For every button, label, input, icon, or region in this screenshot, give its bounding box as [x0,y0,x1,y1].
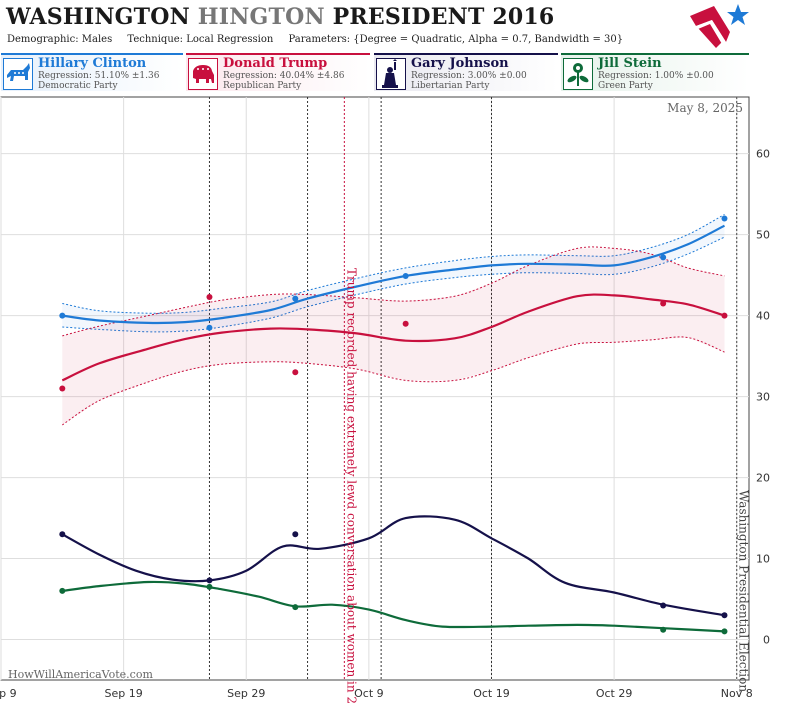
flower-icon [563,58,593,90]
y-tick-label: 0 [763,634,770,647]
parameters-value: {Degree = Quadratic, Alpha = 0.7, Bandwi… [353,34,624,45]
y-tick-label: 10 [756,553,770,566]
jill-stein-point [660,626,667,633]
jill-stein-trend-line [62,580,725,633]
demographic-value: Males [81,34,113,45]
donald-trump-point [206,294,213,301]
x-tick-label: Oct 29 [596,687,633,700]
candidate-party: Republican Party [223,81,302,91]
candidate-card-johnson: Gary Johnson Regression: 3.00% ±0.00 Lib… [374,53,558,91]
donald-trump-upper-bound [62,246,725,337]
event-lines [208,97,738,680]
candidate-name: Gary Johnson [411,56,509,71]
candidate-card-stein: Jill Stein Regression: 1.00% ±0.00 Green… [561,53,749,91]
flag-star-logo-icon [690,4,749,48]
candidate-name: Jill Stein [598,56,662,71]
annotation-text: Trump recorded having extremely lewd con… [344,268,358,704]
statue-of-liberty-icon [376,58,406,90]
hillary-clinton-point [660,254,667,261]
gary-johnson-point [59,531,66,538]
candidate-party: Green Party [598,81,653,91]
grid [0,96,750,681]
candidate-regression: Regression: 3.00% ±0.00 [411,71,527,81]
technique-label: Technique: [127,34,184,45]
x-tick-label: Sep 9 [0,687,17,700]
donald-trump-point [292,369,299,376]
candidate-party: Democratic Party [38,81,118,91]
candidate-regression: Regression: 51.10% ±1.36 [38,71,160,81]
x-tick-label: Oct 9 [354,687,384,700]
y-tick-label: 40 [756,310,770,323]
donald-trump-trend-line [61,293,725,382]
parameters-label: Parameters: [288,34,351,45]
jill-stein-point [292,604,299,611]
x-tick-label: Sep 29 [227,687,265,700]
annotation-text: Washington Presidential Election [737,490,751,692]
confidence-bands [62,213,725,426]
gary-johnson-point [292,531,299,538]
gary-johnson-point [721,612,728,619]
candidate-card-clinton: Hillary Clinton Regression: 51.10% ±1.36… [1,53,183,91]
jill-stein-point [59,587,66,594]
page-title: WASHINGTON HINGTON PRESIDENT 2016 [6,4,554,30]
donald-trump-point [402,320,409,327]
data-points [59,215,728,635]
donald-trump-band [62,248,725,425]
donald-trump-lower-bound [62,336,725,426]
hillary-clinton-point [721,215,728,222]
hillary-clinton-point [206,324,213,331]
hillary-clinton-point [402,272,409,279]
donald-trump-point [721,312,728,319]
title-state: WASHINGTON [6,4,190,30]
x-tick-label: Nov 8 [721,687,753,700]
candidate-party: Libertarian Party [411,81,490,91]
title-rest: PRESIDENT 2016 [332,4,555,30]
technique-value: Local Regression [186,34,274,45]
demographic-label: Demographic: [7,34,79,45]
elephant-icon [188,58,218,90]
y-tick-label: 20 [756,472,770,485]
candidate-card-trump: Donald Trump Regression: 40.04% ±4.86 Re… [186,53,370,91]
candidate-name: Donald Trump [223,56,328,71]
y-tick-label: 60 [756,148,770,161]
candidate-name: Hillary Clinton [38,56,147,71]
gary-johnson-point [660,602,667,609]
donald-trump-point [660,300,667,307]
x-tick-label: Sep 19 [105,687,143,700]
candidate-regression: Regression: 40.04% ±4.86 [223,71,345,81]
jill-stein-point [721,628,728,635]
hillary-clinton-band [62,214,725,332]
title-ghost: HINGTON [197,4,325,30]
hillary-clinton-lower-bound [62,236,725,333]
parameters-line: Demographic: Males Technique: Local Regr… [7,34,623,45]
y-tick-label: 30 [756,391,770,404]
x-tick-label: Oct 19 [473,687,510,700]
donald-trump-point [59,385,66,392]
hillary-clinton-point [59,312,66,319]
gary-johnson-point [206,577,213,584]
chart-text: 0 10 20 30 40 50 60 Sep 9 Sep 19 Sep 29 Oct 9 Oct 1… [0,101,770,704]
donkey-icon [3,58,33,90]
date-label: May 8, 2025 [667,101,743,115]
jill-stein-point [206,583,213,590]
hillary-clinton-upper-bound [62,213,725,314]
gary-johnson-trend-line [61,515,725,617]
hillary-clinton-point [292,295,299,302]
y-tick-label: 50 [756,229,770,242]
candidate-regression: Regression: 1.00% ±0.00 [598,71,714,81]
watermark: HowWillAmericaVote.com [8,668,153,681]
